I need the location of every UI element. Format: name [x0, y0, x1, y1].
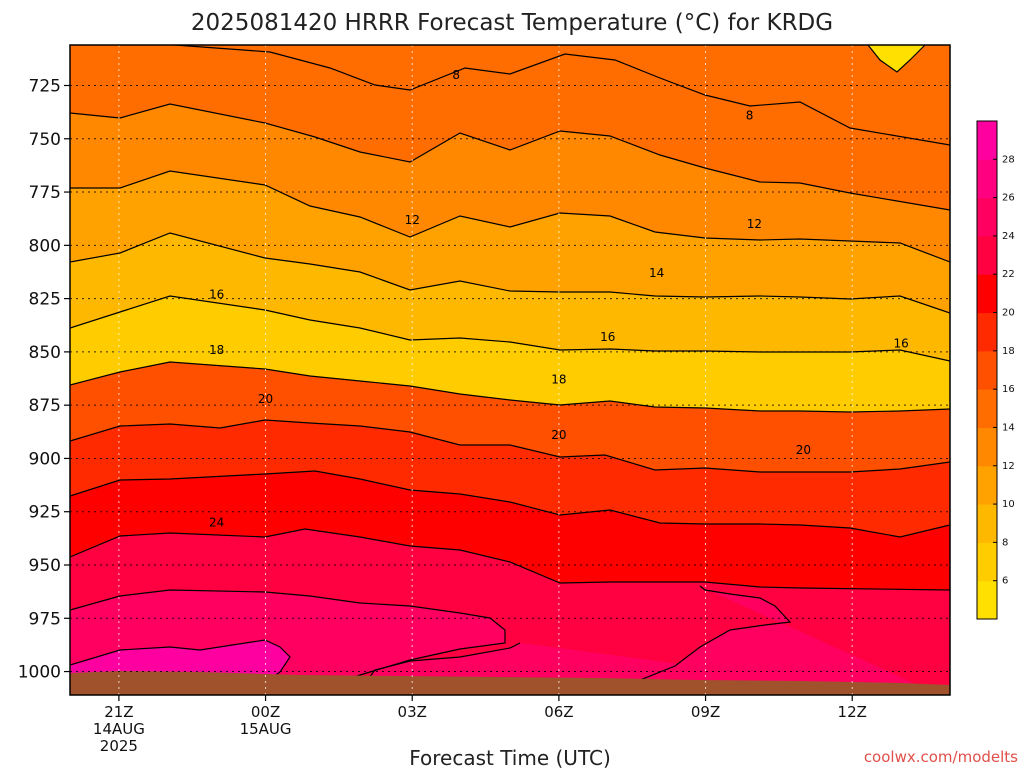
y-tick-label: 950: [29, 556, 61, 576]
colorbar-tick-label: 16: [1002, 384, 1015, 395]
colorbar-tick-label: 8: [1002, 537, 1008, 548]
y-tick-label: 900: [29, 449, 61, 469]
ground-surface: [70, 671, 950, 695]
colorbar-tick-label: 12: [1002, 461, 1015, 472]
x-tick-label: 15AUG: [240, 720, 292, 738]
chart-title: 2025081420 HRRR Forecast Temperature (°C…: [191, 10, 833, 36]
isotherm-line: [70, 232, 950, 314]
grid-lines: [70, 45, 950, 695]
colorbar-swatch: [977, 350, 997, 390]
x-tick-label: 21Z: [104, 703, 133, 721]
colorbar-swatch: [977, 389, 997, 428]
y-tick-label: 800: [29, 236, 61, 256]
contour-label: 8: [746, 108, 754, 122]
contour-lines: [70, 45, 950, 691]
colorbar-swatch: [977, 121, 997, 160]
colorbar-swatch: [977, 159, 997, 199]
contour-label: 16: [893, 336, 908, 350]
isotherm-line: [70, 639, 291, 691]
colorbar-swatch: [977, 542, 997, 582]
x-tick-label: 03Z: [398, 703, 427, 721]
y-tick-label: 850: [29, 343, 61, 363]
contour-label: 16: [209, 287, 224, 301]
isotherm-line: [70, 589, 506, 691]
isotherm-line: [70, 103, 950, 211]
isotherm-line: [143, 45, 950, 146]
contour-label: 12: [747, 217, 762, 231]
colorbar-tick-label: 6: [1002, 576, 1008, 587]
colorbar-swatch: [977, 197, 997, 237]
isotherm-line: [70, 528, 950, 591]
y-tick-label: 875: [29, 396, 61, 416]
colorbar-swatch: [977, 235, 997, 275]
x-tick-label: 12Z: [838, 703, 867, 721]
y-tick-label: 775: [29, 183, 61, 203]
contour-label: 18: [209, 343, 224, 357]
x-tick-label: 2025: [100, 737, 138, 755]
y-tick-label: 825: [29, 290, 61, 310]
isotherm-line: [867, 45, 926, 73]
contour-label: 20: [796, 443, 811, 457]
contour-label: 12: [405, 213, 420, 227]
contour-label: 16: [600, 330, 615, 344]
colorbar-swatch: [977, 312, 997, 352]
contour-label: 20: [551, 428, 566, 442]
x-tick-label: 09Z: [691, 703, 720, 721]
colorbar-swatch: [977, 465, 997, 505]
colorbar-swatch: [977, 274, 997, 314]
colorbar: 6 8 10 12 14 16 18 20 22 24 26 28: [976, 120, 1015, 620]
colorbar-swatch: [977, 427, 997, 467]
isotherm-line: [70, 170, 950, 263]
plot-frame: [69, 44, 951, 696]
contour-label: 8: [452, 68, 460, 82]
y-axis: 725 750 775 800 825 850 875 900 925 950 975 1000: [18, 76, 70, 683]
isotherm-line: [70, 419, 950, 473]
colorbar-tick-label: 26: [1002, 193, 1015, 204]
colorbar-swatch: [977, 504, 997, 543]
colorbar-tick-label: 28: [1002, 154, 1015, 165]
y-tick-label: 925: [29, 503, 61, 523]
site-watermark: coolwx.com/modelts: [864, 748, 1018, 766]
contour-label: 14: [649, 266, 664, 280]
colorbar-tick-label: 20: [1002, 308, 1015, 319]
colorbar-frame: [976, 120, 998, 620]
colorbar-tick-label: 10: [1002, 499, 1015, 510]
colorbar-tick-label: 24: [1002, 231, 1015, 242]
y-tick-label: 725: [29, 76, 61, 96]
y-tick-label: 975: [29, 609, 61, 629]
colorbar-tick-label: 14: [1002, 422, 1015, 433]
colorbar-swatch: [977, 580, 997, 620]
isotherm-line: [359, 642, 521, 691]
x-tick-label: 00Z: [251, 703, 280, 721]
contour-label: 24: [209, 515, 224, 529]
temperature-field: [70, 45, 950, 695]
contour-label: 18: [551, 373, 566, 387]
ground-fill: [70, 671, 950, 695]
isotherm-line: [70, 470, 950, 538]
contour-labels: 8 8 12 12 14 16 16 16 18 18 20 20 20 24: [209, 68, 909, 530]
isotherm-line: [589, 585, 792, 691]
isotherm-line: [70, 361, 950, 413]
x-tick-label: 14AUG: [93, 720, 145, 738]
colorbar-tick-label: 22: [1002, 269, 1015, 280]
y-tick-label: 750: [29, 130, 61, 150]
colorbar-tick-label: 18: [1002, 346, 1015, 357]
x-tick-label: 06Z: [544, 703, 573, 721]
y-tick-label: 1000: [18, 663, 61, 683]
x-axis-label: Forecast Time (UTC): [409, 746, 611, 768]
contour-label: 20: [258, 392, 273, 406]
